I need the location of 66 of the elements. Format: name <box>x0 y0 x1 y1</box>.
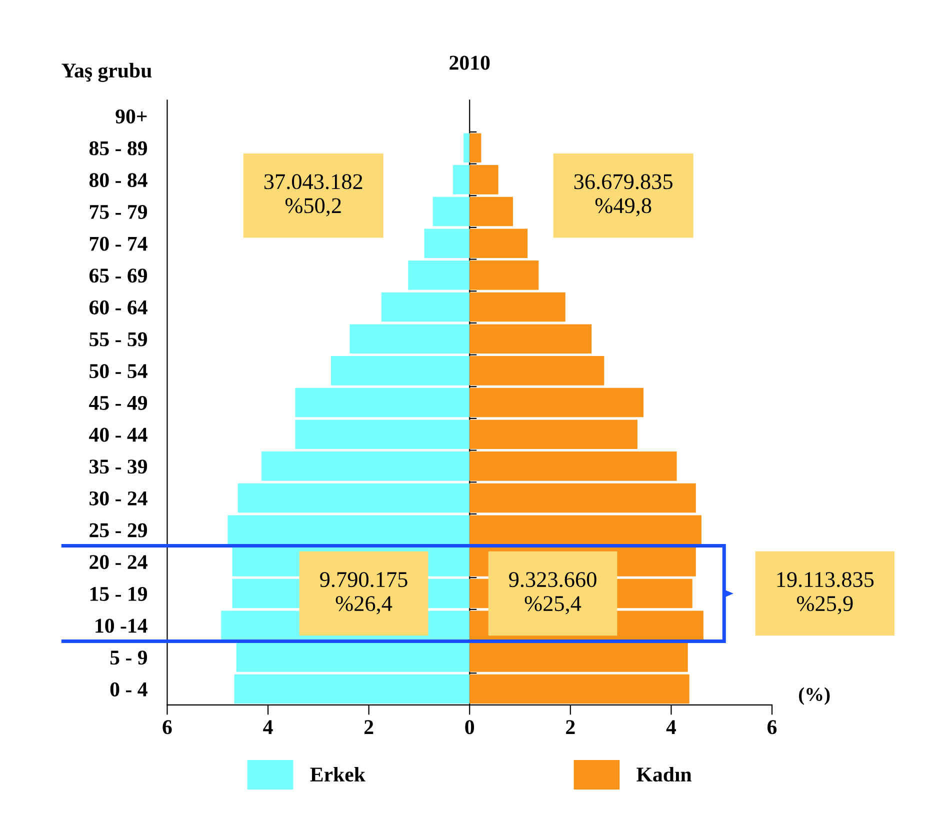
y-tick-label: 90+ <box>116 109 147 124</box>
bar <box>470 165 498 194</box>
chart-title: 2010 <box>450 56 490 70</box>
x-tick-label: 6 <box>162 720 172 734</box>
y-tick-label: 45 - 49 <box>89 396 148 410</box>
y-tick-label: 85 - 89 <box>89 141 148 156</box>
bar <box>470 228 528 258</box>
text: 19.113.835 %25,9 <box>777 572 874 614</box>
bar <box>470 260 539 290</box>
y-tick-label: 40 - 44 <box>89 428 148 442</box>
x-tick-label: 2 <box>364 720 374 734</box>
bar <box>470 324 592 354</box>
y-tick-label: 20 - 24 <box>90 555 148 570</box>
y-tick-label: 15 - 19 <box>90 586 148 601</box>
bar <box>470 420 638 449</box>
y-tick-label: 25 - 29 <box>90 523 148 538</box>
bar <box>331 356 470 386</box>
y-tick-label: 50 - 54 <box>90 364 148 378</box>
bar <box>470 515 702 544</box>
bar <box>470 356 604 386</box>
bar <box>470 388 644 418</box>
bar <box>470 674 690 704</box>
x-tick-label: 0 <box>465 720 474 734</box>
annotation: 9.790.175 %26,4 <box>320 572 408 614</box>
y-tick-label: 10 -14 <box>96 618 148 633</box>
bar <box>228 515 470 544</box>
bar <box>381 292 470 322</box>
bar <box>470 292 566 322</box>
bar <box>470 483 696 513</box>
bar <box>295 420 470 449</box>
bar <box>470 196 513 226</box>
y-tick-label: 70 - 74 <box>90 236 148 251</box>
y-axis-title: Yaş grubu <box>62 62 152 82</box>
x-tick-label: 6 <box>768 720 777 734</box>
y-tick-label: 5 - 9 <box>110 650 148 665</box>
y-tick-label: 0 - 4 <box>110 682 148 696</box>
bar <box>470 452 677 481</box>
bar <box>350 324 470 354</box>
y-tick-label: 75 - 79 <box>90 204 148 219</box>
bar <box>408 260 470 290</box>
annotation: 37.043.182 %50,2 <box>264 174 362 216</box>
bar <box>238 483 470 513</box>
legend-label: Kadın <box>636 766 692 782</box>
y-tick-label: 35 - 39 <box>90 460 148 474</box>
bar <box>432 196 470 226</box>
bar <box>464 133 470 163</box>
annotation: 9.323.660 %25,4 <box>509 572 596 614</box>
x-axis-title: (%) <box>798 687 830 705</box>
y-tick-label: 80 - 84 <box>89 173 148 188</box>
x-tick-label: 4 <box>666 720 676 734</box>
y-tick-label: 65 - 69 <box>89 268 148 283</box>
y-tick-label: 30 - 24 <box>90 491 148 506</box>
legend-label: Erkek <box>310 766 366 782</box>
x-tick-label: 2 <box>566 720 575 734</box>
bar <box>452 165 470 194</box>
bar <box>470 133 482 163</box>
bar <box>236 642 470 672</box>
y-tick-label: 60 - 64 <box>89 300 148 314</box>
bar <box>470 642 688 672</box>
bar <box>424 228 470 258</box>
bar <box>295 388 470 418</box>
bar <box>261 452 470 481</box>
bar <box>234 674 470 704</box>
x-tick-label: 4 <box>263 720 273 734</box>
annotation: 36.679.835 %49,8 <box>574 174 672 216</box>
y-tick-label: 55 - 59 <box>90 332 148 346</box>
